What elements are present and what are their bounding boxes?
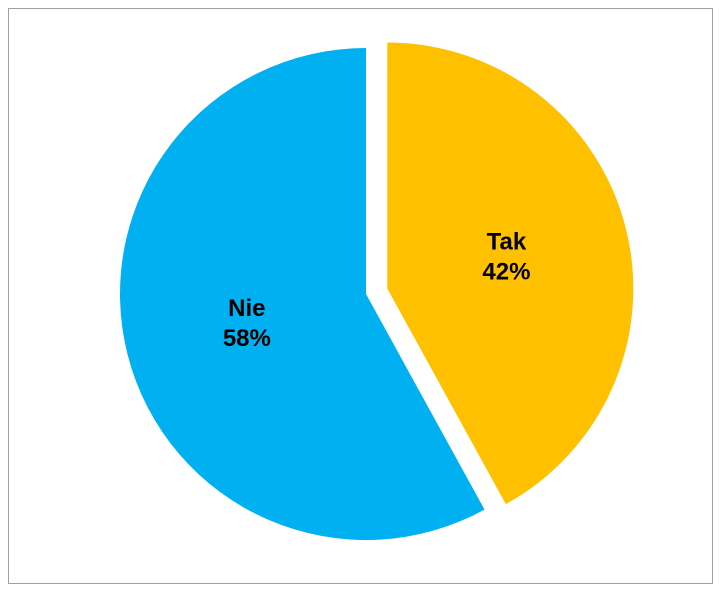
- slice-value-label: 42%: [482, 258, 530, 285]
- slice-value-label: 58%: [223, 325, 271, 352]
- pie-slice: [387, 42, 634, 505]
- slice-category-label: Tak: [487, 228, 527, 255]
- slice-category-label: Nie: [228, 295, 265, 322]
- pie-slice: [119, 48, 485, 540]
